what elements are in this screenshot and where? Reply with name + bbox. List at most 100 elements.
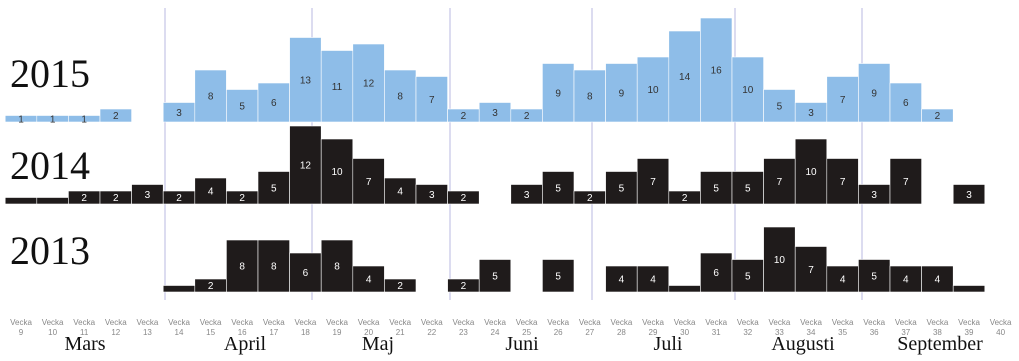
x-tick-label: Vecka 40 [989,318,1012,337]
bar [447,190,480,205]
bar [573,69,606,123]
data-label: 8 [271,262,277,273]
bar [763,226,796,293]
data-label: 2 [113,193,119,204]
data-label: 3 [492,108,498,119]
data-label: 10 [647,85,659,96]
data-label: 5 [555,271,561,282]
bar [36,197,69,205]
x-tick-label: Vecka 27 [578,318,601,337]
data-label: 3 [808,108,814,119]
bar [352,158,385,205]
bar [289,252,322,293]
bar [794,138,828,205]
bar [763,89,796,123]
data-label: 12 [300,161,312,172]
x-tick-label: Vecka 15 [199,318,222,337]
x-tick-label: Vecka 39 [958,318,980,337]
x-tick-label: Vecka 16 [231,318,254,337]
month-label: September [897,333,983,355]
data-label: 8 [397,92,403,103]
data-label: 9 [555,88,561,99]
data-label: 2 [81,193,87,204]
data-label: 8 [334,262,340,273]
data-label: 7 [650,177,656,188]
data-label: 6 [271,98,277,109]
data-label: 7 [777,177,783,188]
bar [636,158,670,205]
bar [668,285,701,293]
data-label: 2 [461,193,467,204]
bar [4,197,38,205]
x-tick-label: Vecka 31 [705,318,728,337]
bar [731,171,764,205]
month-label: Juni [505,333,539,355]
bar [858,259,891,293]
data-label: 9 [871,88,877,99]
bar [826,76,859,123]
bar [731,56,764,123]
x-tick-label: Vecka 18 [294,318,317,337]
data-label: 5 [619,183,625,194]
bar [194,177,227,205]
bar [257,171,290,205]
data-label: 5 [745,183,751,194]
data-label: 2 [682,193,688,204]
data-label: 5 [492,271,498,282]
data-label: 4 [208,187,214,198]
x-tick-label: Vecka 38 [926,318,949,337]
x-tick-label: Vecka 23 [452,318,475,337]
data-label: 3 [966,190,972,201]
x-tick-label: Vecka 24 [484,318,506,337]
data-label: 2 [113,111,119,122]
data-label: 5 [239,101,245,112]
data-label: 5 [745,271,751,282]
data-label: 3 [429,190,435,201]
data-label: 2 [935,111,941,122]
bar [889,82,922,123]
x-tick-label: Vecka 28 [610,318,633,337]
data-label: 4 [366,275,372,286]
bar [636,265,670,293]
data-label: 4 [903,275,909,286]
data-label: 2 [461,281,467,292]
bar [226,89,259,123]
bar [763,158,796,205]
data-label: 3 [524,190,530,201]
x-tick-label: Vecka 29 [642,318,664,337]
data-label: 13 [300,75,312,86]
data-label: 10 [774,255,786,266]
x-tick-label: Vecka 10 [41,318,64,337]
data-label: 5 [713,183,719,194]
data-label: 8 [587,92,593,103]
x-tick-label: Vecka 17 [262,318,285,337]
bar [921,265,954,293]
x-tick-label: Vecka 36 [863,318,886,337]
bar [605,265,638,293]
data-label: 5 [555,183,561,194]
bar [226,239,259,293]
data-label: 2 [239,193,245,204]
bar [952,184,986,205]
data-label: 7 [840,177,846,188]
bar [605,63,638,123]
data-label: 7 [429,95,435,106]
x-tick-label: Vecka 35 [831,318,854,337]
data-label: 1 [81,114,87,125]
bar [99,108,132,123]
bar [668,30,701,123]
bar [826,265,859,293]
data-label: 3 [145,190,151,201]
bar [542,259,575,293]
x-tick-label: Vecka 11 [73,318,96,337]
x-tick-label: Vecka 33 [768,318,791,337]
data-label: 4 [650,275,656,286]
data-label: 6 [713,268,719,279]
data-label: 8 [208,92,214,103]
legend-year: 2014 [10,143,90,188]
x-tick-label: Vecka 19 [326,318,348,337]
month-label: Augusti [771,333,835,355]
x-tick-label: Vecka 26 [547,318,570,337]
data-label: 4 [397,187,403,198]
month-label: Juli [653,333,683,355]
